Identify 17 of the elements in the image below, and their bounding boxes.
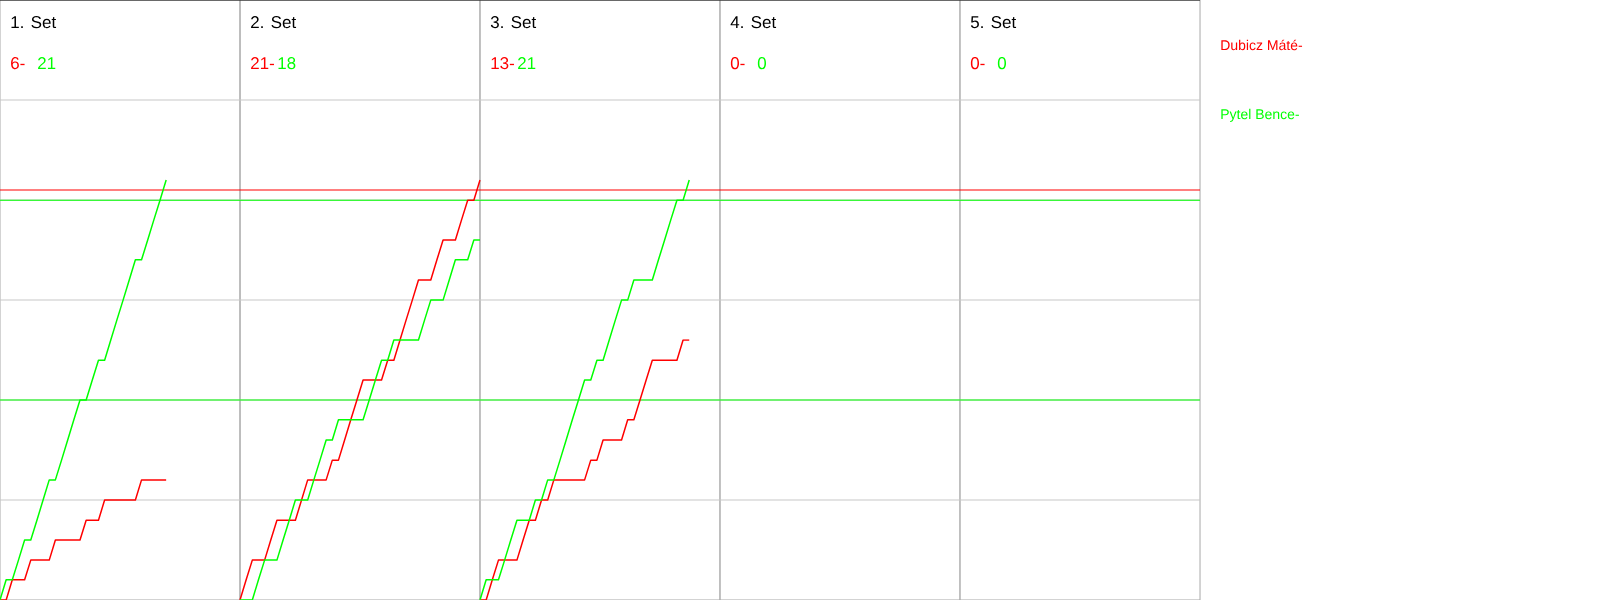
text: 0 — [757, 57, 767, 70]
text: 18 — [278, 57, 296, 70]
text: 21 — [518, 57, 536, 69]
text: 21- — [251, 57, 275, 69]
chart-title: 2. Set — [251, 16, 297, 29]
text: 5. Set — [970, 16, 1017, 29]
text: 0- — [730, 57, 745, 70]
text: 21 — [38, 57, 56, 69]
text: 13- — [491, 57, 515, 70]
chart-title: 3. Set — [490, 16, 537, 29]
chart-title: 1. Set — [11, 16, 57, 29]
text: Pytel Bence- — [1221, 108, 1299, 122]
text: 0 — [997, 57, 1007, 70]
text: 6- — [11, 57, 25, 70]
text: 0- — [970, 57, 985, 70]
text: Dubicz Máté- — [1221, 39, 1303, 51]
text: 4. Set — [730, 16, 777, 29]
